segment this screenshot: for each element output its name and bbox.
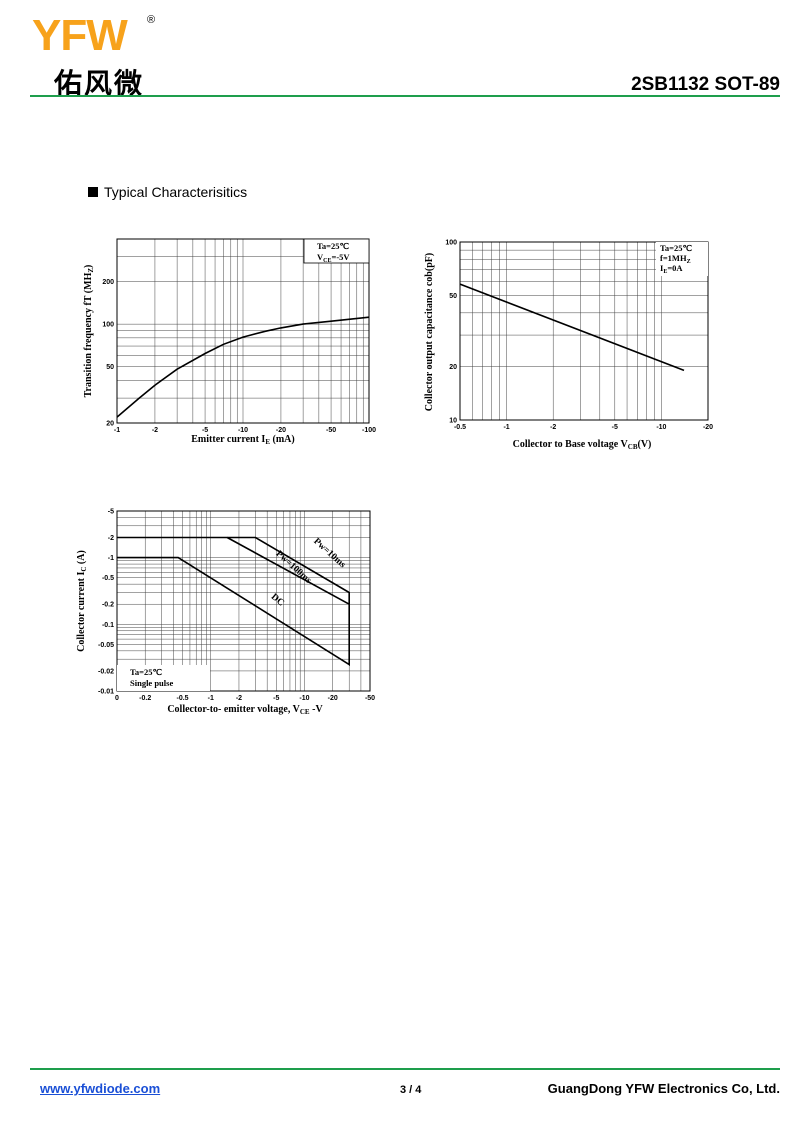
soa-curve-pw-10ms: [117, 536, 350, 605]
y-tick-label: 100: [445, 240, 457, 247]
conditions-box: Ta=25℃ VCE=-5V: [303, 238, 370, 264]
curve-label-dc: DC: [269, 592, 286, 609]
logo-chinese-name: 佑风微: [54, 67, 145, 100]
note-temperature: Ta=25℃: [660, 243, 692, 253]
y-tick-label: -0.05: [98, 642, 114, 649]
chart-transition-frequency: -1 -2 -5 -10 -20 -50 -100 20 50 100 200 Ta=25℃ VCE…: [83, 238, 376, 446]
plot-frame: [459, 241, 709, 421]
x-tick-label: -5: [273, 695, 279, 702]
y-tick-label: 100: [102, 322, 114, 329]
company-name: GuangDong YFW Electronics Co, Ltd.: [547, 1081, 780, 1096]
x-tick-label: -2: [152, 427, 158, 434]
y-tick-label: -0.01: [98, 689, 114, 696]
conditions-box: Ta=25℃ Single pulse: [117, 665, 210, 691]
cob-curve: [459, 283, 685, 372]
y-axis-label: Collector current IC (A): [76, 550, 88, 652]
x-axis-label: Collector-to- emitter voltage, VCE -V: [167, 704, 323, 716]
y-tick-label: -0.5: [102, 575, 114, 582]
y-tick-label: -2: [108, 535, 114, 542]
note-temperature: Ta=25℃: [317, 241, 349, 251]
y-tick-label: 50: [106, 364, 114, 371]
y-axis-label: Collector output capacitance cob(pF): [424, 253, 435, 411]
section-title-text: Typical Characterisitics: [104, 184, 248, 200]
soa-curve-dc: [117, 556, 350, 666]
registered-mark: ®: [147, 14, 156, 26]
company-logo: YFW ® 佑风微: [32, 11, 172, 101]
note-frequency: f=1MHZ: [660, 253, 691, 265]
x-tick-label: -20: [328, 695, 338, 702]
x-tick-label: 0: [115, 695, 119, 702]
header-divider: [30, 95, 780, 97]
logo-letter-w: W: [86, 11, 128, 60]
note-single-pulse: Single pulse: [130, 678, 173, 688]
x-tick-label: -5: [612, 424, 618, 431]
x-tick-label: -2: [550, 424, 556, 431]
y-tick-label: -5: [108, 509, 114, 516]
conditions-box: Ta=25℃ f=1MHZ IE=0A: [656, 242, 708, 276]
note-vce: VCE=-5V: [317, 252, 350, 264]
x-tick-label: -10: [299, 695, 309, 702]
note-ie: IE=0A: [660, 263, 683, 275]
chart-grid: [459, 241, 709, 421]
x-tick-label: -10: [238, 427, 248, 434]
website-link[interactable]: www.yfwdiode.com: [40, 1081, 161, 1096]
x-tick-label: -0.5: [454, 424, 466, 431]
note-temperature: Ta=25℃: [130, 667, 162, 677]
x-tick-label: -0.5: [176, 695, 188, 702]
soa-curve-pw-100ms: [226, 536, 350, 605]
x-axis-label: Collector to Base voltage VCB(V): [513, 439, 652, 451]
fT-curve: [116, 316, 370, 418]
y-tick-label: -0.02: [98, 668, 114, 675]
y-axis-label: Transition frequency fT (MHZ): [83, 265, 95, 398]
plot-frame: [116, 510, 371, 692]
y-tick-label: 50: [449, 293, 457, 300]
logo-wordmark: YFW: [32, 11, 128, 60]
chart-output-capacitance: -0.5 -1 -2 -5 -10 -20 10 20 50 100 Ta=25℃ f=1MHZ …: [424, 240, 713, 452]
x-tick-label: -50: [326, 427, 336, 434]
y-tick-label: 20: [449, 364, 457, 371]
x-tick-label: -100: [362, 427, 376, 434]
x-tick-label: -5: [202, 427, 208, 434]
logo-letter-y: Y: [32, 11, 61, 60]
part-number-title: 2SB1132 SOT-89: [631, 74, 780, 95]
x-tick-label: -10: [656, 424, 666, 431]
y-tick-label: 200: [102, 279, 114, 286]
y-tick-label: 10: [449, 418, 457, 425]
page-number: 3 / 4: [400, 1084, 422, 1096]
y-tick-label: -1: [108, 555, 114, 562]
x-tick-label: -1: [114, 427, 120, 434]
chart-safe-operating-area: 0 -0.2 -0.5 -1 -2 -5 -10 -20 -50 -0.01 -0.02 -0.05 -…: [76, 509, 375, 717]
square-bullet-icon: [88, 187, 98, 198]
y-tick-label: -0.1: [102, 622, 114, 629]
y-tick-label: -0.2: [102, 602, 114, 609]
section-heading: Typical Characterisitics: [88, 184, 247, 200]
x-tick-label: -20: [703, 424, 713, 431]
x-tick-label: -0.2: [139, 695, 151, 702]
chart-grid: [116, 238, 370, 424]
x-axis-label: Emitter current IE (mA): [191, 434, 294, 446]
x-tick-label: -20: [276, 427, 286, 434]
x-tick-label: -2: [236, 695, 242, 702]
x-tick-label: -50: [365, 695, 375, 702]
y-tick-label: 20: [106, 421, 114, 428]
footer-divider: [30, 1068, 780, 1070]
x-tick-label: -1: [503, 424, 509, 431]
plot-frame: [116, 238, 370, 424]
logo-letter-f: F: [60, 11, 87, 60]
x-tick-label: -1: [208, 695, 214, 702]
curve-label-pw-10ms: Pw=10ms: [311, 537, 347, 571]
